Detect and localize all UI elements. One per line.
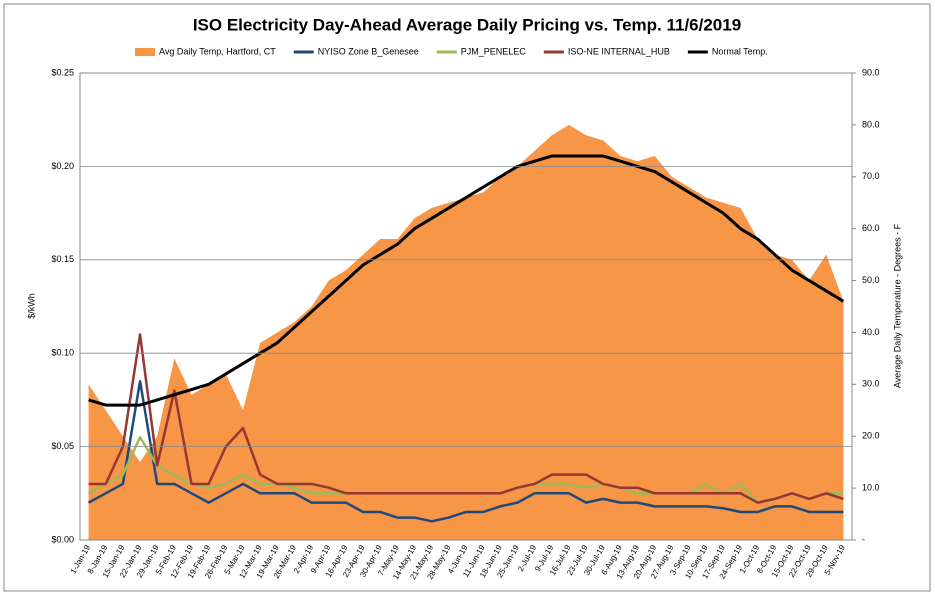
- y-tick-label: $0.15: [51, 254, 74, 264]
- y2-axis-label: Average Daily Temperature - Degrees - F: [892, 223, 902, 388]
- y2-tick-label: 70.0: [862, 171, 880, 181]
- y-tick-label: $0.10: [51, 348, 74, 358]
- y2-tick-label: 80.0: [862, 119, 880, 129]
- area: [88, 124, 844, 540]
- y-tick-label: $0.20: [51, 161, 74, 171]
- y2-tick-label: 50.0: [862, 275, 880, 285]
- line: [87, 379, 844, 523]
- y2-tick-label: 10.0: [862, 482, 880, 492]
- chart-title: ISO Electricity Day-Ahead Average Daily …: [193, 15, 741, 34]
- y-tick-label: $0.00: [51, 534, 74, 544]
- legend-label: NYISO Zone B_Genesee: [318, 46, 419, 56]
- legend-label: Avg Daily Temp, Hartford, CT: [159, 46, 276, 56]
- legend-label: PJM_PENELEC: [461, 46, 527, 56]
- y2-tick-label: 40.0: [862, 327, 880, 337]
- y-tick-label: $0.05: [51, 441, 74, 451]
- plot-frame: [79, 72, 853, 541]
- line: [88, 333, 844, 504]
- y-tick-label: $0.25: [51, 67, 74, 77]
- y2-tick-label: 20.0: [862, 431, 880, 441]
- y2-tick-label: 60.0: [862, 223, 880, 233]
- y2-tick-label: -: [862, 534, 865, 544]
- y-axis-label: $/kWh: [26, 293, 36, 319]
- legend-label: ISO-NE INTERNAL_HUB: [568, 46, 670, 56]
- legend-swatch: [135, 48, 155, 56]
- legend-label: Normal Temp.: [712, 46, 768, 56]
- y2-tick-label: 30.0: [862, 379, 880, 389]
- line: [88, 154, 845, 407]
- y2-tick-label: 90.0: [862, 67, 880, 77]
